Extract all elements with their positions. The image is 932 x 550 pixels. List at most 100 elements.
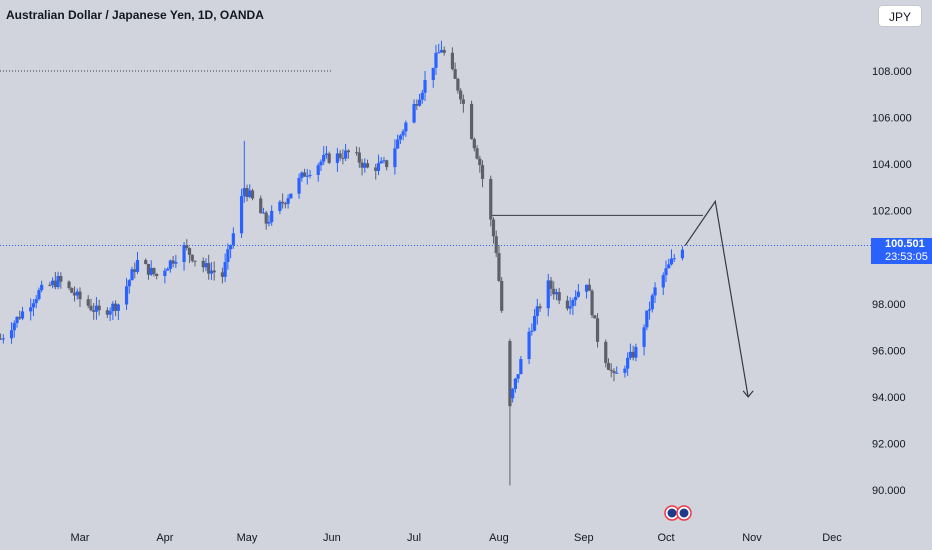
candle-body[interactable] bbox=[508, 341, 512, 407]
candle-body[interactable] bbox=[615, 372, 619, 374]
candle-body[interactable] bbox=[360, 162, 364, 168]
candle-body[interactable] bbox=[89, 305, 93, 311]
candle-body[interactable] bbox=[431, 67, 435, 80]
candle-body[interactable] bbox=[105, 310, 109, 315]
candle-body[interactable] bbox=[278, 201, 282, 211]
candle-body[interactable] bbox=[549, 280, 553, 289]
candle-body[interactable] bbox=[67, 281, 71, 289]
candle-body[interactable] bbox=[631, 351, 635, 358]
candle-body[interactable] bbox=[650, 295, 654, 310]
candle-body[interactable] bbox=[193, 260, 197, 262]
candle-body[interactable] bbox=[453, 69, 457, 79]
candle-body[interactable] bbox=[31, 303, 36, 308]
candle-body[interactable] bbox=[18, 316, 22, 319]
candle-body[interactable] bbox=[593, 315, 597, 319]
candle-body[interactable] bbox=[417, 99, 422, 106]
candle-body[interactable] bbox=[152, 268, 156, 274]
candle-body[interactable] bbox=[530, 330, 534, 332]
candle-body[interactable] bbox=[500, 280, 504, 311]
candle-body[interactable] bbox=[133, 269, 137, 272]
candle-body[interactable] bbox=[513, 378, 517, 389]
candle-body[interactable] bbox=[289, 193, 293, 199]
candle-body[interactable] bbox=[281, 201, 285, 204]
candle-body[interactable] bbox=[363, 163, 367, 168]
candle-body[interactable] bbox=[250, 190, 255, 199]
candle-body[interactable] bbox=[354, 152, 359, 154]
candle-body[interactable] bbox=[346, 150, 350, 153]
candle-body[interactable] bbox=[590, 290, 594, 316]
candle-body[interactable] bbox=[604, 341, 608, 363]
candle-body[interactable] bbox=[595, 318, 600, 342]
candle-body[interactable] bbox=[34, 299, 38, 304]
candle-body[interactable] bbox=[376, 163, 381, 171]
candle-body[interactable] bbox=[568, 306, 572, 309]
candle-body[interactable] bbox=[554, 292, 559, 295]
candle-body[interactable] bbox=[584, 284, 589, 292]
candle-body[interactable] bbox=[207, 263, 211, 274]
candle-body[interactable] bbox=[48, 284, 52, 286]
candle-body[interactable] bbox=[423, 79, 427, 93]
candle-body[interactable] bbox=[338, 153, 342, 158]
time-axis[interactable]: Mar Apr May Jun Jul Aug Sep Oct Nov Dec bbox=[71, 532, 843, 544]
candle-body[interactable] bbox=[12, 323, 16, 331]
candle-body[interactable] bbox=[124, 286, 129, 305]
candle-body[interactable] bbox=[316, 165, 320, 175]
candle-body[interactable] bbox=[535, 306, 539, 317]
candle-body[interactable] bbox=[472, 138, 476, 149]
candle-body[interactable] bbox=[420, 92, 424, 100]
candle-body[interactable] bbox=[229, 245, 233, 250]
projection-drawing[interactable] bbox=[684, 199, 754, 398]
candle-body[interactable] bbox=[319, 161, 323, 166]
candle-body[interactable] bbox=[300, 172, 304, 178]
candle-body[interactable] bbox=[374, 167, 378, 171]
candle-body[interactable] bbox=[86, 299, 90, 306]
currency-button[interactable]: JPY bbox=[878, 5, 922, 27]
candle-body[interactable] bbox=[37, 290, 41, 300]
candle-body[interactable] bbox=[75, 291, 79, 296]
candle-body[interactable] bbox=[434, 52, 438, 68]
candle-body[interactable] bbox=[612, 370, 616, 374]
candle-body[interactable] bbox=[401, 131, 405, 136]
candle-body[interactable] bbox=[166, 268, 170, 271]
candle-body[interactable] bbox=[209, 270, 214, 274]
candle-body[interactable] bbox=[519, 359, 523, 375]
candle-body[interactable] bbox=[245, 188, 249, 197]
candle-body[interactable] bbox=[456, 78, 460, 91]
candle-body[interactable] bbox=[645, 310, 649, 328]
candle-body[interactable] bbox=[478, 158, 482, 166]
candle-body[interactable] bbox=[163, 270, 167, 276]
candle-body[interactable] bbox=[267, 222, 271, 224]
candle-body[interactable] bbox=[511, 388, 515, 399]
price-axis[interactable]: 108.000 106.000 104.000 102.000 98.000 96.000… bbox=[872, 66, 912, 497]
candle-body[interactable] bbox=[72, 292, 77, 296]
candle-body[interactable] bbox=[335, 153, 340, 163]
candle-body[interactable] bbox=[182, 245, 186, 263]
candle-body[interactable] bbox=[204, 263, 208, 268]
candle-body[interactable] bbox=[628, 351, 633, 358]
candle-body[interactable] bbox=[185, 245, 189, 249]
candle-body[interactable] bbox=[459, 90, 463, 100]
candle-body[interactable] bbox=[97, 305, 101, 311]
candle-body[interactable] bbox=[231, 233, 235, 246]
candle-body[interactable] bbox=[672, 258, 676, 260]
candle-body[interactable] bbox=[609, 369, 613, 371]
candle-body[interactable] bbox=[576, 291, 580, 297]
candle-body[interactable] bbox=[527, 331, 531, 360]
candle-body[interactable] bbox=[357, 152, 361, 163]
candle-body[interactable] bbox=[415, 104, 419, 106]
candlesticks[interactable] bbox=[0, 40, 685, 486]
candle-body[interactable] bbox=[190, 254, 194, 261]
candle-body[interactable] bbox=[29, 307, 33, 312]
candle-body[interactable] bbox=[270, 210, 274, 223]
projection-path[interactable] bbox=[684, 199, 749, 397]
candle-body[interactable] bbox=[494, 236, 498, 254]
candle-body[interactable] bbox=[489, 178, 493, 220]
candle-body[interactable] bbox=[53, 280, 57, 288]
candle-body[interactable] bbox=[664, 268, 668, 276]
candle-body[interactable] bbox=[261, 212, 266, 214]
candle-body[interactable] bbox=[144, 260, 148, 265]
candle-body[interactable] bbox=[308, 174, 312, 176]
candle-body[interactable] bbox=[212, 270, 216, 273]
candle-body[interactable] bbox=[574, 296, 578, 301]
candle-body[interactable] bbox=[113, 303, 118, 311]
